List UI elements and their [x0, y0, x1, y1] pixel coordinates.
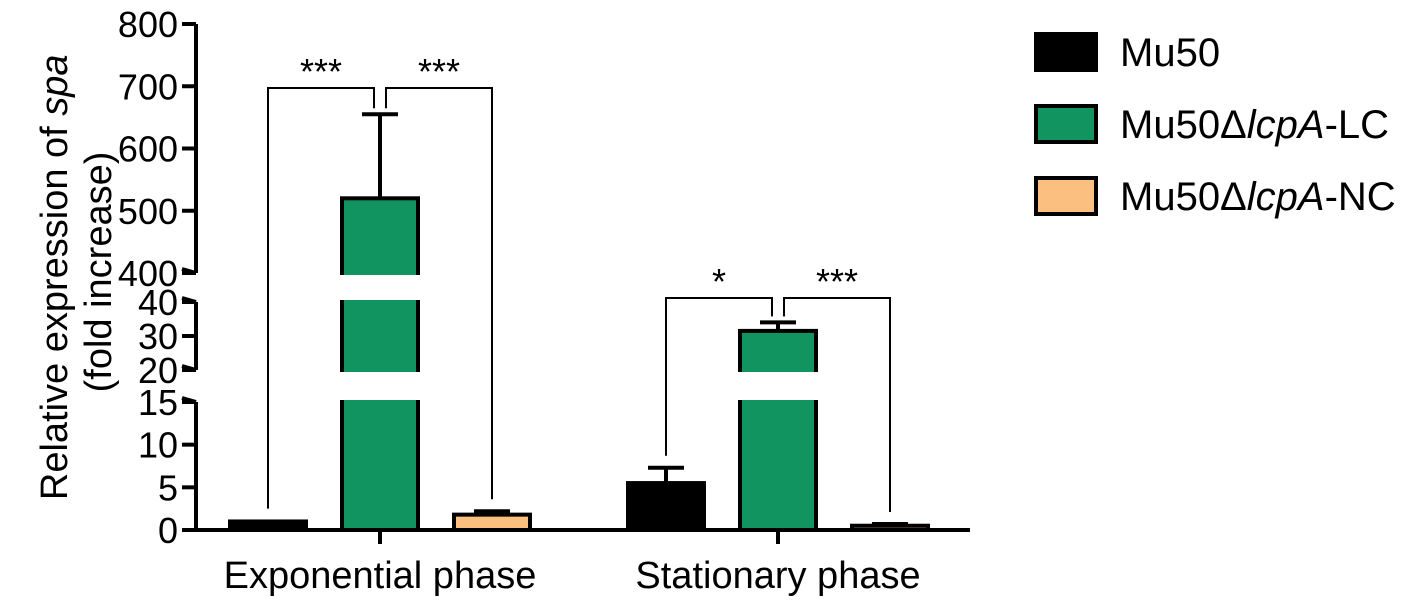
y-tick-label: 20 — [138, 350, 178, 391]
y-tick-label: 5 — [158, 467, 178, 508]
x-tick-label: Stationary phase — [635, 555, 920, 597]
axis-break-gap — [202, 372, 976, 400]
y-tick-label: 30 — [138, 316, 178, 357]
y-tick-label: 600 — [118, 129, 178, 170]
legend-swatch — [1034, 32, 1098, 72]
legend-swatch — [1034, 176, 1098, 216]
significance-layer: *** **** *** — [267, 51, 891, 513]
significance-label: *** — [816, 261, 858, 302]
significance-label: * — [712, 261, 726, 302]
legend-swatch — [1034, 104, 1098, 144]
axis-break-mark — [181, 296, 197, 304]
y-tick-label: 400 — [118, 253, 178, 294]
y-tick-label: 10 — [138, 425, 178, 466]
y-axis-label: Relative expression of spa (fold increas… — [34, 44, 120, 500]
bars-layer — [202, 112, 976, 533]
legend-label: Mu50ΔlcpA-LC — [1120, 103, 1389, 147]
axis-break-gap — [202, 275, 976, 300]
legend-label: Mu50ΔlcpA-NC — [1120, 175, 1396, 219]
significance-bracket — [665, 297, 773, 456]
bar — [340, 196, 420, 533]
significance-bracket — [783, 297, 891, 513]
bar — [228, 519, 308, 533]
y-tick-label: 500 — [118, 191, 178, 232]
y-tick-label: 0 — [158, 510, 178, 551]
legend-label: Mu50 — [1120, 31, 1220, 75]
bar — [626, 481, 706, 533]
y-tick-label: 40 — [138, 282, 178, 323]
axis-break-mark — [181, 364, 197, 372]
axis-break-mark — [181, 267, 197, 275]
y-tick-label: 700 — [118, 66, 178, 107]
legend: Mu50 Mu50ΔlcpA-LC Mu50ΔlcpA-NC — [1034, 31, 1396, 219]
significance-bracket — [385, 87, 493, 500]
significance-bracket — [267, 87, 375, 509]
bar — [850, 523, 930, 533]
bar — [738, 328, 818, 532]
x-tick-label: Exponential phase — [224, 555, 537, 597]
y-tick-label: 800 — [118, 4, 178, 45]
y-tick-label: 15 — [138, 382, 178, 423]
significance-label: *** — [418, 51, 460, 92]
bar — [452, 512, 532, 533]
significance-label: *** — [300, 51, 342, 92]
axis-break-mark — [181, 396, 197, 404]
